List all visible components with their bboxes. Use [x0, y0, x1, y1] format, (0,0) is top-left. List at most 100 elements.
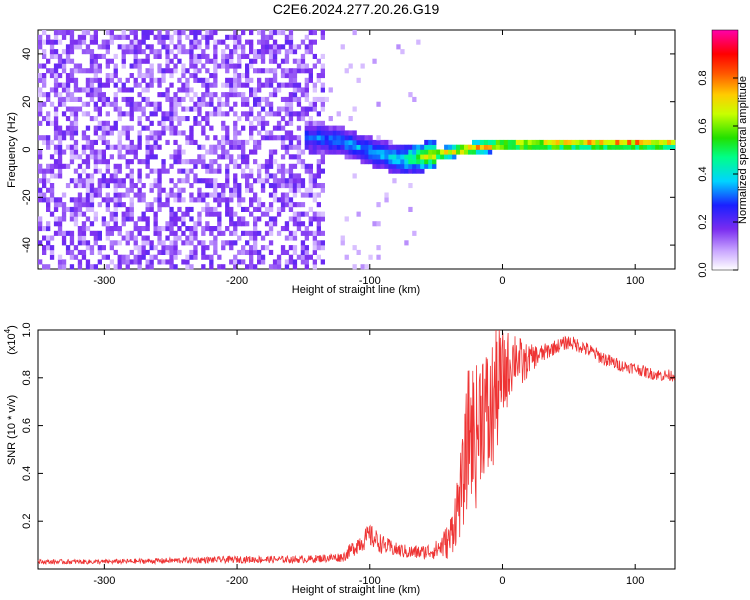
spectrogram-cell	[69, 240, 75, 246]
spectrogram-cell	[384, 197, 389, 203]
spectrogram-cell	[201, 163, 206, 169]
spectrogram-cell	[237, 130, 242, 136]
spectrogram-cell	[296, 159, 302, 165]
snr-x-tick-label: -200	[226, 575, 248, 587]
spectrogram-cell	[272, 259, 278, 265]
spectrogram-cell	[424, 139, 429, 145]
spectrogram-cell	[249, 111, 254, 117]
spectrogram-cell	[42, 183, 47, 189]
spectrogram-cell	[308, 168, 313, 174]
spectrogram-cell	[201, 206, 206, 212]
spectrogram-cell	[245, 63, 250, 69]
spectrogram-cell	[213, 211, 218, 217]
spectrogram-cell	[264, 111, 270, 117]
spectrogram-cell	[133, 221, 138, 227]
spectrogram-cell	[57, 159, 63, 165]
spectrogram-cell	[121, 82, 126, 88]
spectrogram-cell	[173, 221, 178, 227]
spectrogram-cell	[300, 163, 306, 169]
spectrogram-cell	[177, 96, 182, 102]
spectrogram-cell	[165, 221, 170, 227]
spectrogram-x-label: Height of straight line (km)	[292, 284, 420, 296]
spectrogram-cell	[416, 168, 421, 174]
spectrogram-cell	[237, 139, 242, 145]
spectrogram-cell	[336, 135, 341, 141]
spectrogram-cell	[125, 87, 130, 93]
spectrogram-cell	[229, 216, 234, 222]
spectrogram-cell	[229, 82, 234, 88]
spectrogram-cell	[268, 216, 274, 222]
spectrogram-cell	[89, 245, 95, 251]
spectrogram-cell	[527, 139, 532, 145]
spectrogram-cell	[276, 211, 282, 217]
spectrogram-cell	[169, 245, 174, 251]
spectrogram-cell	[57, 197, 63, 203]
spectrogram-cell	[189, 183, 194, 189]
spectrogram-cell	[181, 63, 186, 69]
spectrogram-cell	[424, 163, 429, 169]
spectrogram-cell	[46, 240, 51, 246]
spectrogram-cell	[89, 34, 95, 40]
spectrogram-cell	[249, 135, 254, 141]
spectrogram-cell	[615, 144, 620, 150]
spectrogram-cell	[268, 34, 274, 40]
spectrogram-cell	[288, 30, 294, 36]
spectrogram-cell	[213, 144, 218, 150]
spectrogram-cell	[73, 125, 79, 131]
spectrogram-cell	[308, 77, 313, 83]
spectrogram-cell	[129, 106, 134, 112]
spectrogram-cell	[217, 264, 222, 270]
spectrogram-cell	[225, 63, 230, 69]
spectrogram-cell	[221, 101, 226, 107]
spectrogram-cell	[137, 135, 142, 141]
spectrogram-cell	[308, 144, 313, 150]
spectrogram-cell	[65, 53, 71, 59]
spectrogram-cell	[237, 63, 242, 69]
spectrogram-cell	[169, 34, 174, 40]
spectrogram-cell	[173, 111, 178, 117]
spectrogram-cell	[169, 154, 174, 160]
spectrogram-cell	[380, 154, 385, 160]
spectrogram-cell	[46, 111, 51, 117]
spectrogram-cell	[396, 144, 401, 150]
spectrogram-cell	[93, 264, 98, 270]
spectrogram-cell	[53, 230, 59, 236]
spectrogram-cell	[257, 120, 262, 126]
spectrogram-cell	[647, 139, 652, 145]
spectrogram-cell	[69, 144, 75, 150]
spectrogram-cell	[209, 82, 214, 88]
spectrogram-cell	[89, 58, 95, 64]
spectrogram-cell	[149, 49, 154, 55]
spectrogram-cell	[49, 39, 55, 45]
spectrogram-cell	[145, 249, 150, 255]
spectrogram-cell	[456, 144, 461, 150]
spectrogram-cell	[137, 226, 142, 232]
spectrogram-cell	[61, 87, 67, 93]
spectrogram-cell	[193, 106, 198, 112]
spectrogram-cell	[57, 82, 63, 88]
spectrogram-cell	[217, 230, 222, 236]
spectrogram-cell	[320, 168, 325, 174]
spectrogram-cell	[38, 192, 43, 198]
spectrogram-cell	[165, 34, 170, 40]
colorbar-tick-label: 0.6	[697, 118, 709, 133]
spectrogram-cell	[253, 206, 258, 212]
spectrogram-cell	[46, 264, 51, 270]
spectrogram-cell	[280, 192, 286, 198]
spectrogram-cell	[77, 178, 83, 184]
spectrogram-cell	[105, 111, 110, 117]
spectrogram-cell	[89, 202, 95, 208]
spectrogram-cell	[304, 82, 309, 88]
spectrogram-cell	[300, 106, 306, 112]
spectrogram-cell	[376, 154, 381, 160]
spectrogram-cell	[49, 183, 55, 189]
spectrogram-cell	[121, 49, 126, 55]
spectrogram-cell	[89, 183, 95, 189]
spectrogram-cell	[308, 230, 313, 236]
spectrogram-cell	[260, 68, 266, 74]
spectrogram-cell	[165, 30, 170, 36]
spectrogram-cell	[257, 144, 262, 150]
spectrogram-cell	[205, 82, 210, 88]
spectrogram-cell	[209, 264, 214, 270]
spectrogram-cell	[161, 240, 166, 246]
